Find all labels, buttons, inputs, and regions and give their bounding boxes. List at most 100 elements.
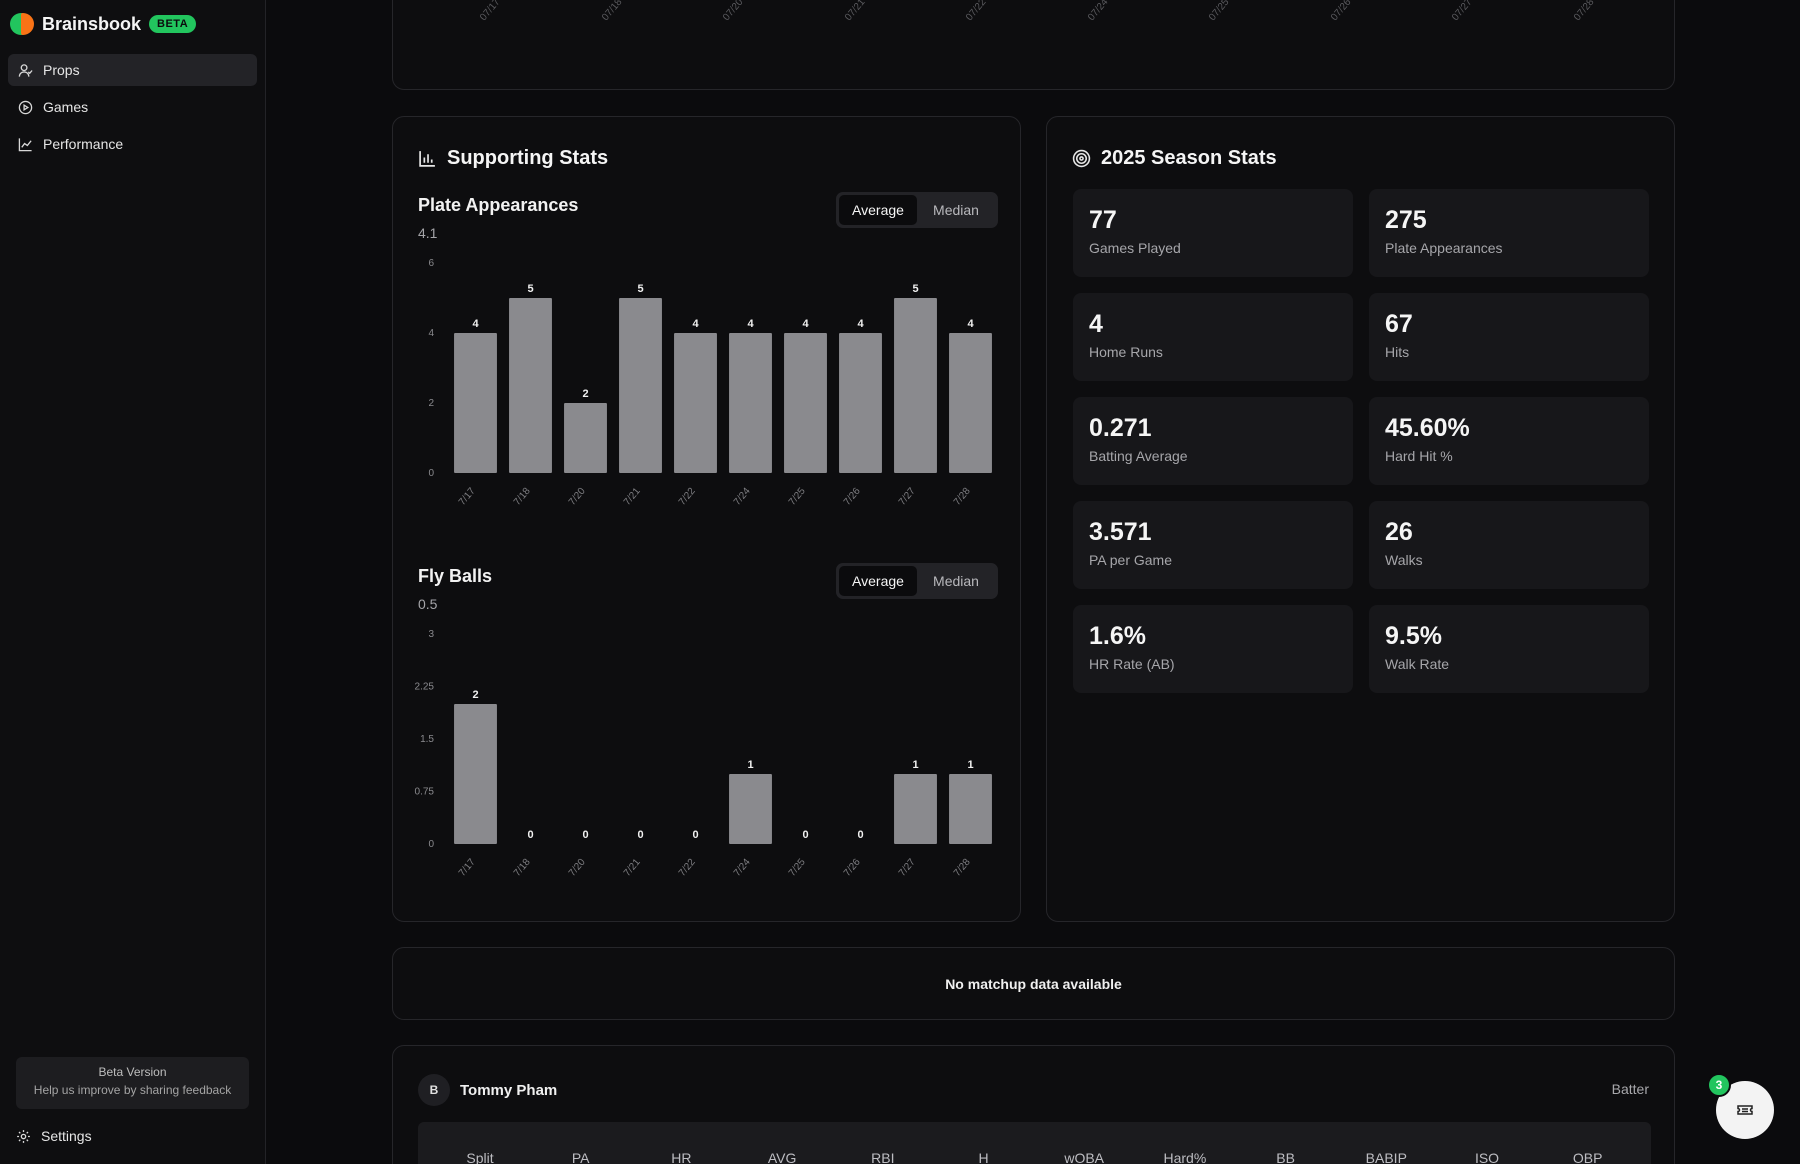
bar-value-label: 4 bbox=[472, 318, 479, 330]
column-header[interactable]: OBP bbox=[1572, 1150, 1603, 1164]
sidebar-item-label: Props bbox=[43, 62, 80, 78]
bar[interactable] bbox=[619, 298, 662, 473]
chart-title: Plate Appearances bbox=[418, 195, 579, 215]
bar[interactable] bbox=[674, 333, 717, 473]
average-toggle-button[interactable]: Average bbox=[839, 195, 917, 225]
y-tick-label: 4 bbox=[428, 328, 434, 339]
column-header[interactable]: BB bbox=[1276, 1150, 1295, 1164]
x-tick-label: 7/17 bbox=[457, 486, 478, 508]
top-strip-date-label: 07/20 bbox=[721, 0, 746, 24]
x-tick-label: 7/24 bbox=[732, 486, 753, 508]
bar[interactable] bbox=[894, 774, 937, 844]
y-tick-label: 0 bbox=[428, 468, 434, 479]
sidebar-item-games[interactable]: Games bbox=[8, 91, 257, 123]
avg-median-toggle: Average Median bbox=[836, 563, 998, 599]
stat-value: 77 bbox=[1089, 206, 1117, 234]
player-role: Batter bbox=[1611, 1081, 1649, 1097]
stat-label: PA per Game bbox=[1089, 552, 1173, 568]
y-tick-label: 2.25 bbox=[415, 682, 435, 693]
bar[interactable] bbox=[454, 333, 497, 473]
top-strip-date-label: 07/21 bbox=[842, 0, 868, 24]
x-tick-label: 7/25 bbox=[787, 486, 808, 508]
avatar: B bbox=[418, 1074, 450, 1106]
x-tick-label: 7/22 bbox=[677, 857, 698, 879]
column-header[interactable]: AVG bbox=[767, 1150, 797, 1164]
top-strip-date-label: 07/27 bbox=[1450, 0, 1475, 24]
column-header[interactable]: PA bbox=[571, 1150, 590, 1164]
bar[interactable] bbox=[949, 774, 992, 844]
x-tick-label: 7/17 bbox=[457, 857, 478, 879]
stat-card: 26 Walks bbox=[1369, 501, 1649, 589]
x-tick-label: 7/20 bbox=[567, 857, 588, 879]
median-toggle-button[interactable]: Median bbox=[933, 202, 979, 218]
bar[interactable] bbox=[839, 333, 882, 473]
player-name: Tommy Pham bbox=[460, 1081, 558, 1099]
column-header[interactable]: Hard% bbox=[1163, 1150, 1207, 1164]
sidebar-item-props[interactable]: Props bbox=[8, 54, 257, 86]
settings-label: Settings bbox=[41, 1128, 92, 1144]
bar-value-label: 2 bbox=[472, 689, 478, 701]
stat-label: Plate Appearances bbox=[1385, 240, 1503, 256]
x-tick-label: 7/21 bbox=[622, 486, 643, 508]
top-strip-date-label: 07/24 bbox=[1085, 0, 1111, 24]
chart-average: 4.1 bbox=[418, 225, 438, 241]
bar[interactable] bbox=[729, 333, 772, 473]
stat-label: Walk Rate bbox=[1385, 656, 1450, 672]
chart-average: 0.5 bbox=[418, 596, 438, 612]
top-strip-date-label: 07/25 bbox=[1207, 0, 1232, 24]
y-tick-label: 6 bbox=[428, 258, 434, 269]
column-header[interactable]: HR bbox=[671, 1150, 692, 1164]
x-tick-label: 7/18 bbox=[512, 857, 533, 879]
column-header[interactable]: H bbox=[978, 1150, 989, 1164]
average-toggle-button[interactable]: Average bbox=[839, 566, 917, 596]
stat-card: 4 Home Runs bbox=[1073, 293, 1353, 381]
column-header[interactable]: Split bbox=[466, 1150, 494, 1164]
bar-value-label: 4 bbox=[692, 318, 699, 330]
settings-link[interactable]: Settings bbox=[16, 1128, 92, 1144]
column-header[interactable]: ISO bbox=[1474, 1150, 1500, 1164]
bar[interactable] bbox=[509, 298, 552, 473]
bar[interactable] bbox=[894, 298, 937, 473]
play-circle-icon bbox=[18, 100, 33, 114]
bar-value-label: 0 bbox=[692, 829, 698, 841]
column-header[interactable]: wOBA bbox=[1064, 1150, 1105, 1164]
sidebar-item-performance[interactable]: Performance bbox=[8, 128, 257, 160]
matchup-empty-message: No matchup data available bbox=[945, 975, 1122, 992]
beta-badge: BETA bbox=[149, 15, 197, 33]
season-stats-panel: 2025 Season Stats 77 Games Played 275 Plate… bbox=[1046, 116, 1675, 922]
stat-value: 67 bbox=[1385, 310, 1413, 338]
y-tick-label: 1.5 bbox=[420, 734, 434, 745]
top-strip-date-label: 07/26 bbox=[1328, 0, 1354, 24]
stat-label: HR Rate (AB) bbox=[1089, 656, 1175, 672]
stat-card: 67 Hits bbox=[1369, 293, 1649, 381]
x-tick-label: 7/20 bbox=[567, 486, 588, 508]
stat-value: 26 bbox=[1385, 518, 1413, 546]
bar[interactable] bbox=[784, 333, 827, 473]
bar[interactable] bbox=[454, 704, 497, 844]
bar-value-label: 4 bbox=[967, 318, 974, 330]
bar-value-label: 0 bbox=[857, 829, 863, 841]
section-title-text: Supporting Stats bbox=[447, 147, 609, 169]
stat-card: 77 Games Played bbox=[1073, 189, 1353, 277]
x-tick-label: 7/21 bbox=[622, 857, 643, 879]
column-header[interactable]: RBI bbox=[871, 1150, 895, 1164]
bar[interactable] bbox=[564, 403, 607, 473]
stat-label: Home Runs bbox=[1089, 344, 1163, 360]
median-toggle-button[interactable]: Median bbox=[933, 573, 979, 589]
top-strip-date-label: 07/28 bbox=[1571, 0, 1597, 24]
bar[interactable] bbox=[729, 774, 772, 844]
stat-card: 1.6% HR Rate (AB) bbox=[1073, 605, 1353, 693]
brand[interactable]: Brainsbook BETA bbox=[10, 12, 197, 36]
top-strip-date-label: 07/17 bbox=[478, 0, 503, 24]
bar[interactable] bbox=[949, 333, 992, 473]
beta-feedback-box[interactable]: Beta Version Help us improve by sharing … bbox=[16, 1057, 249, 1109]
stat-card: 45.60% Hard Hit % bbox=[1369, 397, 1649, 485]
bar-value-label: 0 bbox=[527, 829, 533, 841]
bar-value-label: 1 bbox=[912, 759, 918, 771]
x-tick-label: 7/26 bbox=[842, 857, 863, 879]
column-header[interactable]: BABIP bbox=[1365, 1150, 1407, 1164]
stat-label: Hits bbox=[1385, 344, 1410, 360]
stat-value: 45.60% bbox=[1385, 414, 1470, 442]
